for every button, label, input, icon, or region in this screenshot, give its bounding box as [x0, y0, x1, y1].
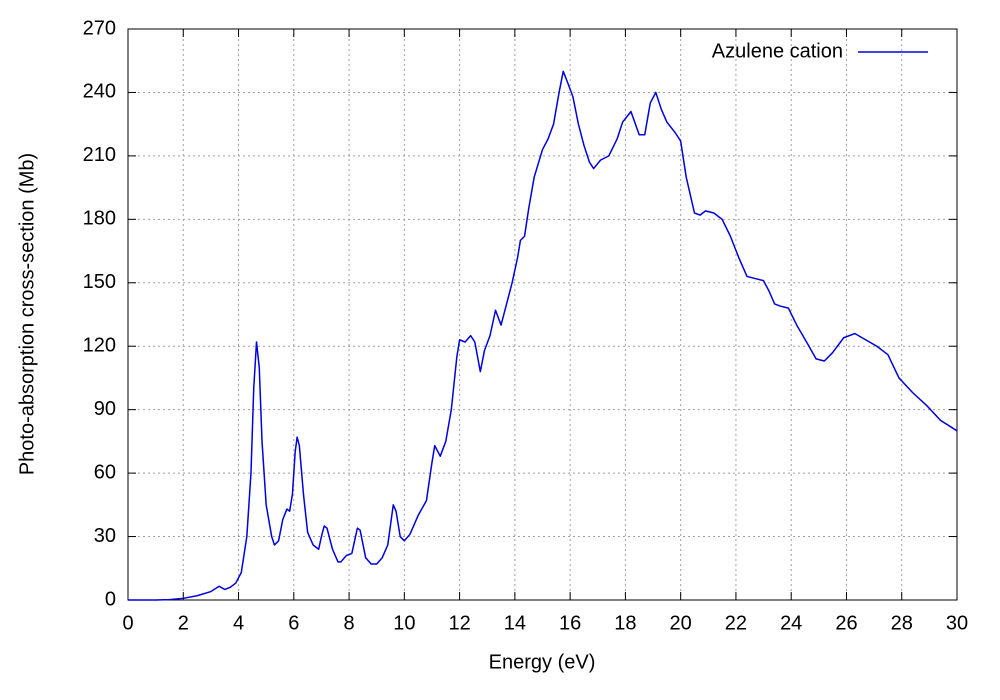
- x-tick-label: 4: [233, 612, 244, 634]
- x-axis-label: Energy (eV): [489, 651, 596, 673]
- y-tick-label: 270: [83, 17, 116, 39]
- plot-frame: [127, 28, 958, 601]
- x-tick-label: 18: [614, 612, 636, 634]
- x-tick-label: 26: [835, 612, 857, 634]
- y-tick-label: 150: [83, 271, 116, 293]
- x-tick-label: 2: [178, 612, 189, 634]
- y-tick-label: 240: [83, 81, 116, 103]
- x-tick-label: 10: [393, 612, 415, 634]
- y-tick-label: 0: [105, 588, 116, 610]
- x-tick-label: 0: [122, 612, 133, 634]
- x-tick-label: 16: [559, 612, 581, 634]
- x-tick-label: 14: [504, 612, 526, 634]
- x-tick-label: 20: [670, 612, 692, 634]
- x-tick-label: 24: [780, 612, 802, 634]
- legend-label: Azulene cation: [712, 40, 843, 62]
- x-tick-label: 6: [288, 612, 299, 634]
- y-tick-label: 30: [94, 525, 116, 547]
- y-tick-label: 120: [83, 335, 116, 357]
- y-tick-label: 90: [94, 398, 116, 420]
- y-axis-label: Photo-absorption cross-section (Mb): [16, 153, 38, 475]
- y-tick-label: 180: [83, 208, 116, 230]
- x-tick-label: 8: [344, 612, 355, 634]
- x-tick-label: 28: [891, 612, 913, 634]
- x-tick-label: 22: [725, 612, 747, 634]
- x-tick-label: 30: [946, 612, 968, 634]
- y-tick-label: 210: [83, 144, 116, 166]
- x-tick-label: 12: [448, 612, 470, 634]
- data-line: [128, 70, 958, 601]
- y-tick-label: 60: [94, 461, 116, 483]
